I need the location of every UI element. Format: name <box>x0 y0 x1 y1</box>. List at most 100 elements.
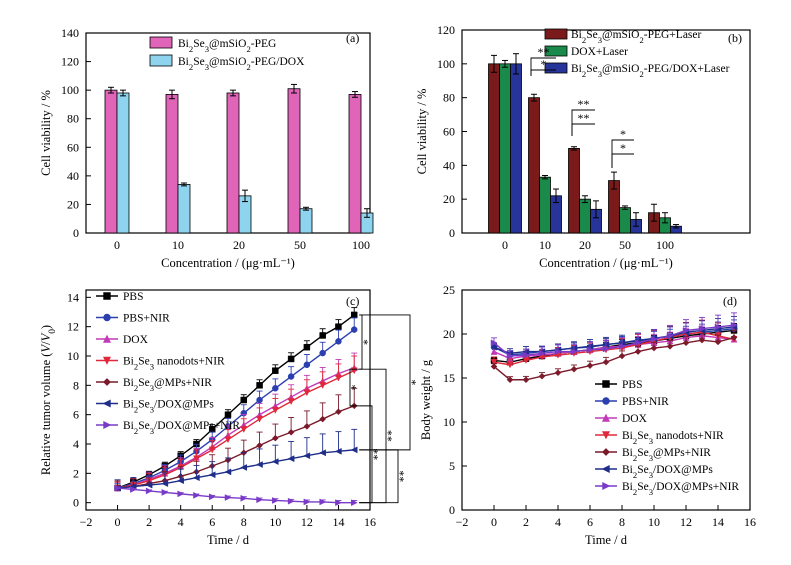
legend-label: PBS+NIR <box>123 313 170 325</box>
data-point <box>538 349 546 357</box>
y-tick-label: 20 <box>443 327 455 341</box>
data-point <box>634 348 642 355</box>
data-point <box>177 477 184 485</box>
chart-panel-d: −2 0 2 4 6 8 10 12 14 160510152025PBSPBS+NIRDOXBi… <box>419 283 756 547</box>
data-point <box>319 332 326 339</box>
data-point <box>522 357 530 364</box>
data-point <box>650 335 658 343</box>
data-point <box>271 434 279 442</box>
bar <box>510 63 522 234</box>
x-tick-label: 16 <box>364 515 376 529</box>
y-tick-label: 60 <box>443 125 455 139</box>
data-point <box>350 446 358 454</box>
series-line <box>493 336 735 381</box>
data-point <box>506 376 514 384</box>
data-point <box>335 323 342 330</box>
data-point <box>240 426 248 433</box>
legend-label: Bi2Se3/DOX@MPs+NIR <box>123 420 240 436</box>
data-point <box>334 447 342 455</box>
data-point <box>506 361 514 369</box>
data-point <box>570 348 578 356</box>
significance-bracket <box>571 109 595 136</box>
data-point <box>224 494 232 501</box>
data-point <box>666 342 674 350</box>
data-point <box>256 415 263 423</box>
y-tick-label: 25 <box>443 283 455 297</box>
legend-label: Bi2Se3@mSiO2-PEG+Laser <box>571 29 701 45</box>
significance-label: * <box>620 127 626 141</box>
legend-marker <box>102 399 111 408</box>
data-point <box>666 332 674 340</box>
data-point <box>240 396 248 404</box>
legend-label: Bi2Se3/DOX@MPs+NIR <box>622 481 739 497</box>
y-tick-label: 0 <box>73 226 79 240</box>
y-tick-label: 4 <box>73 437 79 451</box>
y-tick-label: 100 <box>61 83 79 97</box>
y-tick-label: 20 <box>67 197 79 211</box>
data-point <box>287 373 295 380</box>
x-tick-label: 10 <box>172 238 184 252</box>
legend-label: PBS <box>123 291 143 303</box>
bar <box>165 94 179 234</box>
legend-marker <box>601 413 611 422</box>
series-line <box>117 449 355 489</box>
data-point <box>586 362 594 370</box>
data-point <box>490 343 498 351</box>
series-line <box>493 335 735 360</box>
bar <box>528 97 540 234</box>
data-point <box>303 423 311 430</box>
data-point <box>303 452 311 460</box>
significance-label: ** <box>384 430 398 442</box>
y-axis-label: Cell viability / % <box>39 90 53 176</box>
data-point <box>255 461 263 468</box>
series-line <box>493 331 735 366</box>
data-point <box>192 474 200 482</box>
legend-label: Bi2Se3/DOX@MPs <box>123 399 214 415</box>
y-tick-label: 0 <box>449 226 455 240</box>
significance-label: ** <box>370 448 384 460</box>
data-point <box>256 382 263 389</box>
data-point <box>303 343 311 351</box>
legend-swatch <box>544 45 568 57</box>
x-tick-label: 50 <box>619 238 631 252</box>
x-tick-label: 50 <box>294 238 306 252</box>
bar <box>104 89 118 234</box>
data-point <box>177 490 185 498</box>
chart-panel-b: 0 20 40 60 80 100 120 0 10 20 50 100 Cell viability … <box>415 23 751 270</box>
x-tick-label: 0 <box>491 515 497 529</box>
data-point <box>335 408 342 416</box>
significance-label: * <box>360 339 374 345</box>
legend-label: DOX <box>123 334 149 346</box>
significance-label: * <box>620 141 626 155</box>
legend-marker <box>601 464 610 474</box>
data-point <box>698 336 706 344</box>
legend-marker <box>602 481 611 491</box>
series-line <box>117 405 355 489</box>
x-tick-label: 100 <box>656 238 674 252</box>
series-line <box>493 329 735 363</box>
series-line <box>117 487 355 504</box>
series-line <box>117 367 355 489</box>
x-axis-label: Time / d <box>585 533 628 547</box>
data-point <box>256 442 263 449</box>
data-point <box>271 458 279 466</box>
x-tick-label: 8 <box>241 515 247 529</box>
bar <box>568 148 580 234</box>
y-tick-label: 120 <box>61 55 79 69</box>
significance-label: ** <box>578 97 590 111</box>
panel-label: (a) <box>346 31 359 45</box>
legend-label: Bi2Se3 nanodots+NIR <box>123 356 225 372</box>
data-point <box>287 355 295 363</box>
bar <box>499 63 511 234</box>
y-tick-label: 8 <box>73 378 79 392</box>
data-point <box>256 496 264 504</box>
x-tick-label: 12 <box>680 515 692 529</box>
data-point <box>618 352 626 360</box>
data-point <box>193 491 201 499</box>
x-tick-label: 0 <box>115 515 121 529</box>
significance-bracket <box>571 123 595 136</box>
data-point <box>287 497 295 505</box>
legend-marker <box>102 334 112 343</box>
significance-label: ** <box>578 111 590 125</box>
